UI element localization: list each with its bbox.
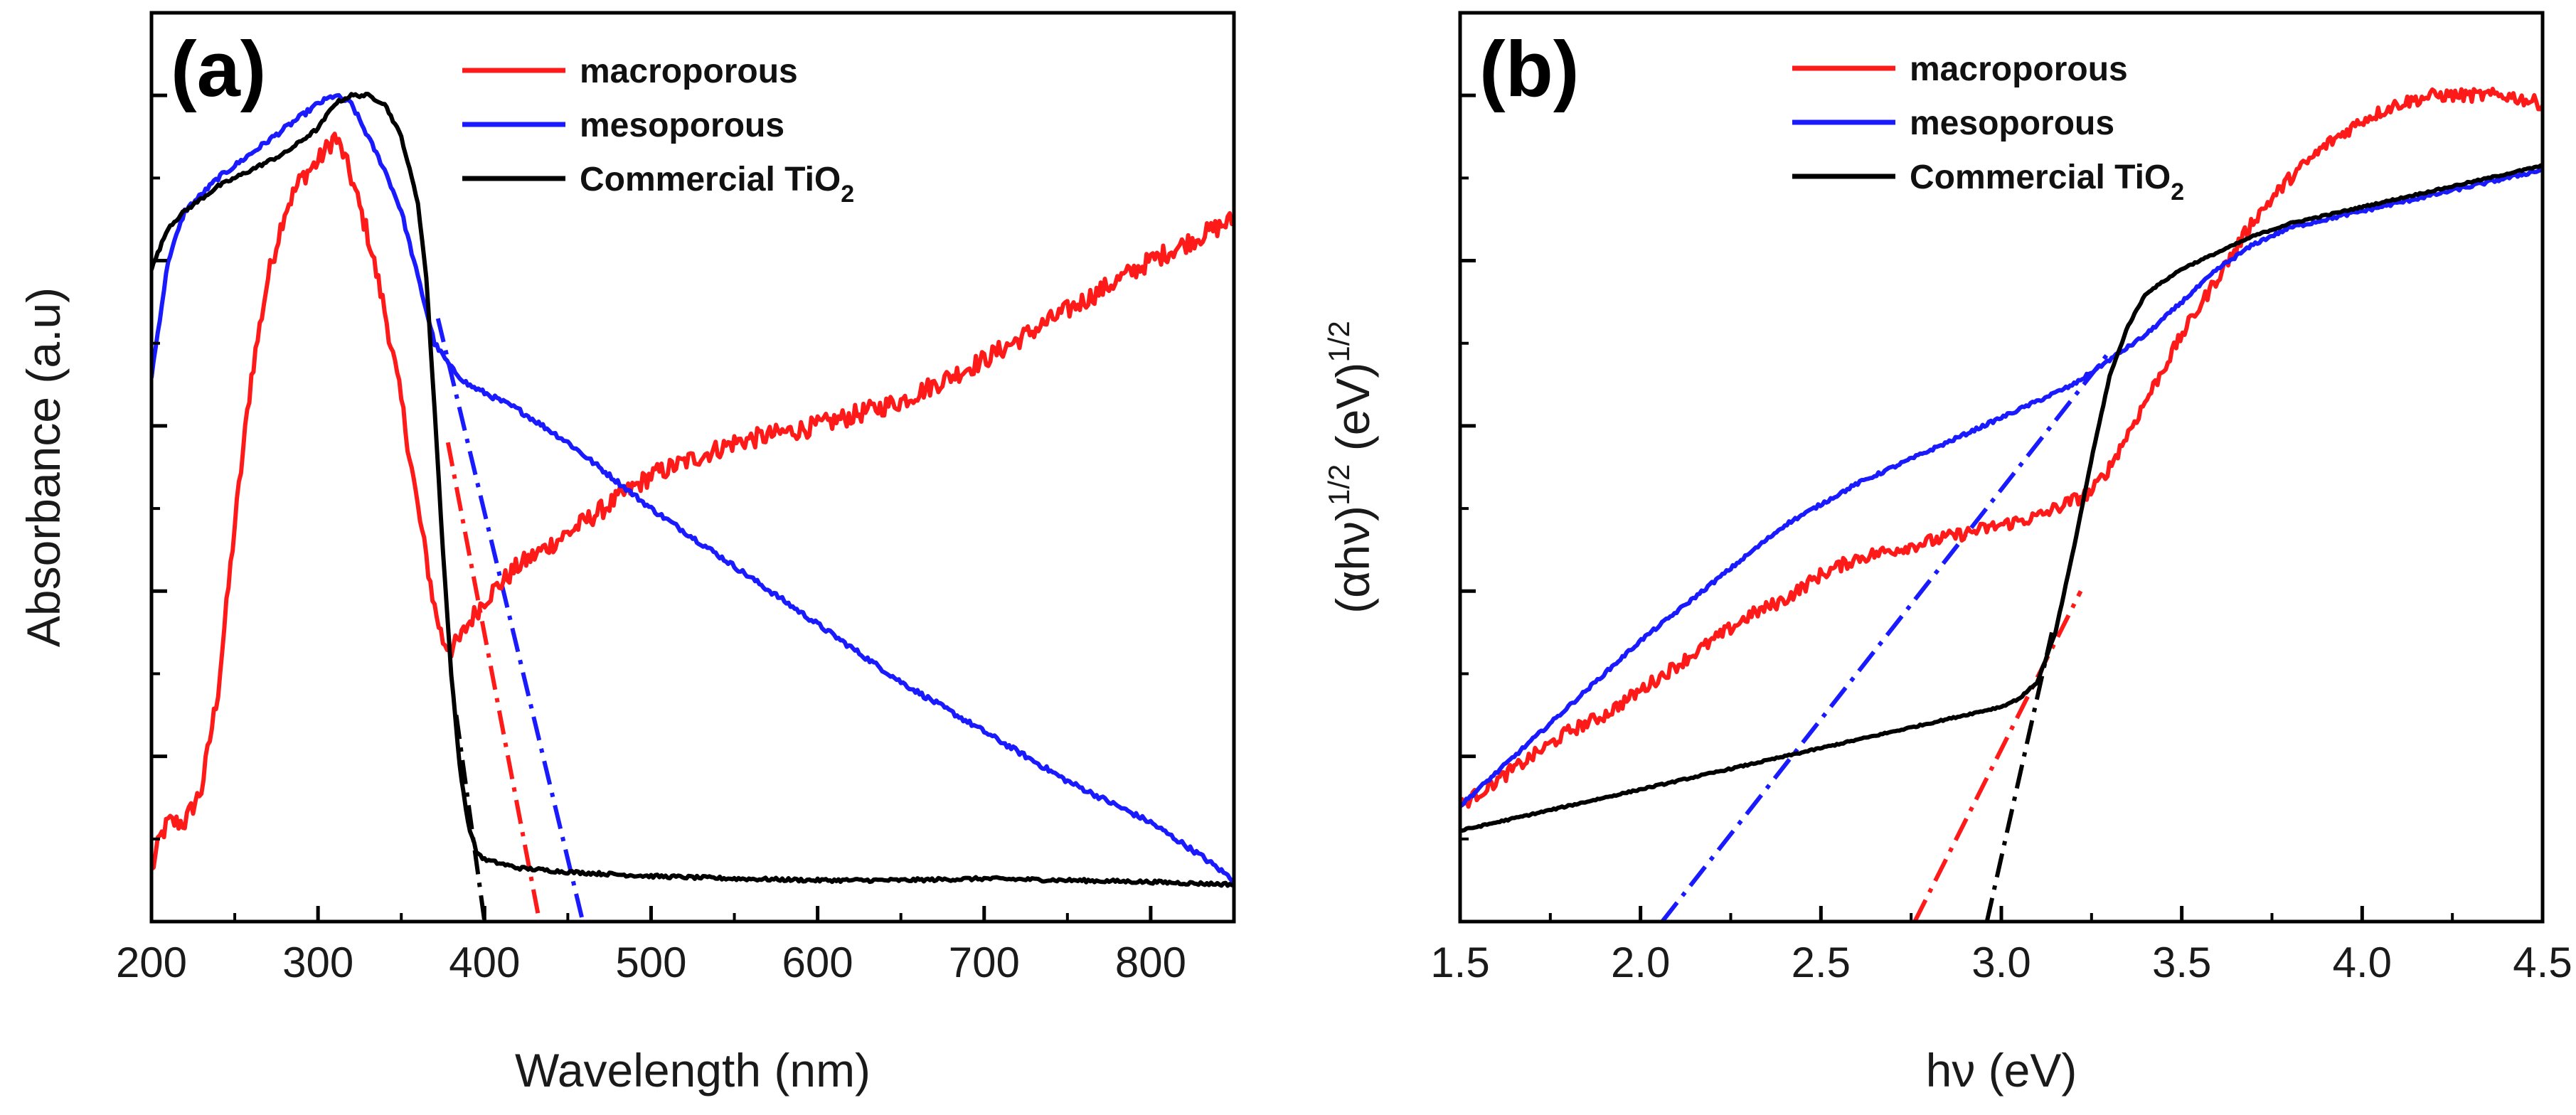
chart-panel-a: 200 300 400 500 600 700 800 (a) Wavelength (nm… — [17, 11, 1236, 1097]
plot-frame-b — [1458, 11, 2545, 924]
x-tick-label-b: 2.0 — [1611, 939, 1670, 986]
plot-area-a — [151, 92, 1234, 922]
extrapolation-line-macroporous-a — [445, 442, 542, 922]
series-line-mesoporous-b — [1460, 167, 2543, 808]
axis-ticks-b: 1.5 2.0 2.5 3.0 3.5 4.0 4.5 — [1430, 93, 2572, 986]
x-tick-label-a: 700 — [949, 939, 1020, 986]
axis-ticks-a: 200 300 400 500 600 700 800 — [116, 93, 1186, 986]
x-tick-label-a: 500 — [615, 939, 686, 986]
extrapolation-line-macroporous-b — [1912, 589, 2083, 922]
legend-label-commercial-sub-a: 2 — [841, 181, 854, 208]
series-line-commercial-b — [1460, 163, 2543, 833]
chart-panel-b: 1.5 2.0 2.5 3.0 3.5 4.0 4.5 (b) hν (eV) (αhν)1… — [1322, 11, 2572, 1097]
x-tick-label-a: 200 — [116, 939, 187, 986]
y-axis-title-b-sup2: 1/2 — [1322, 321, 1356, 362]
legend-label-commercial-b: Commercial TiO2 — [1910, 159, 2184, 206]
x-tick-label-b: 3.5 — [2152, 939, 2211, 986]
y-axis-title-b-mid: (eV) — [1326, 363, 1379, 464]
legend-label-macroporous-b: macroporous — [1910, 50, 2128, 88]
x-tick-label-b: 4.0 — [2333, 939, 2392, 986]
legend-b: macroporous mesoporous Commercial TiO2 — [1792, 50, 2184, 206]
x-tick-label-b: 2.5 — [1792, 939, 1851, 986]
plot-area-b — [1460, 87, 2543, 922]
x-tick-label-b: 3.0 — [1971, 939, 2031, 986]
x-tick-label-a: 400 — [449, 939, 520, 986]
extrapolation-line-commercial-a — [454, 715, 487, 922]
legend-label-mesoporous-a: mesoporous — [580, 107, 784, 144]
legend-label-commercial-a: Commercial TiO2 — [580, 161, 854, 208]
legend-label-macroporous-a: macroporous — [580, 53, 798, 90]
x-tick-label-b: 1.5 — [1430, 939, 1489, 986]
series-line-mesoporous-a — [151, 92, 1234, 885]
legend-label-commercial-sub-b: 2 — [2171, 178, 2184, 206]
x-tick-label-a: 300 — [282, 939, 353, 986]
plot-frame-a — [149, 11, 1236, 924]
x-tick-label-b: 4.5 — [2513, 939, 2572, 986]
legend-label-mesoporous-b: mesoporous — [1910, 105, 2114, 142]
extrapolation-line-commercial-b — [1984, 631, 2054, 922]
series-line-macroporous-a — [151, 132, 1234, 871]
y-axis-title-b-sup1: 1/2 — [1322, 464, 1356, 506]
legend-label-commercial-text-b: Commercial TiO — [1910, 159, 2171, 196]
legend-label-commercial-text-a: Commercial TiO — [580, 161, 841, 198]
x-tick-label-a: 800 — [1115, 939, 1186, 986]
series-line-macroporous-b — [1460, 87, 2543, 809]
legend-a: macroporous mesoporous Commercial TiO2 — [462, 53, 854, 208]
x-tick-label-a: 600 — [782, 939, 853, 986]
extrapolation-line-mesoporous-b — [1660, 350, 2112, 922]
x-axis-title-a: Wavelength (nm) — [515, 1044, 871, 1097]
series-line-commercial-a — [151, 92, 1234, 888]
y-axis-title-a: Absorbance (a.u) — [17, 287, 70, 647]
x-axis-title-b: hν (eV) — [1926, 1044, 2077, 1097]
panel-label-b: (b) — [1479, 26, 1579, 113]
panel-label-a: (a) — [171, 26, 266, 113]
y-axis-title-b: (αhν)1/2 (eV)1/2 — [1322, 321, 1379, 614]
y-axis-title-b-base: (αhν) — [1326, 506, 1379, 614]
extrapolation-line-mesoporous-a — [435, 318, 585, 922]
